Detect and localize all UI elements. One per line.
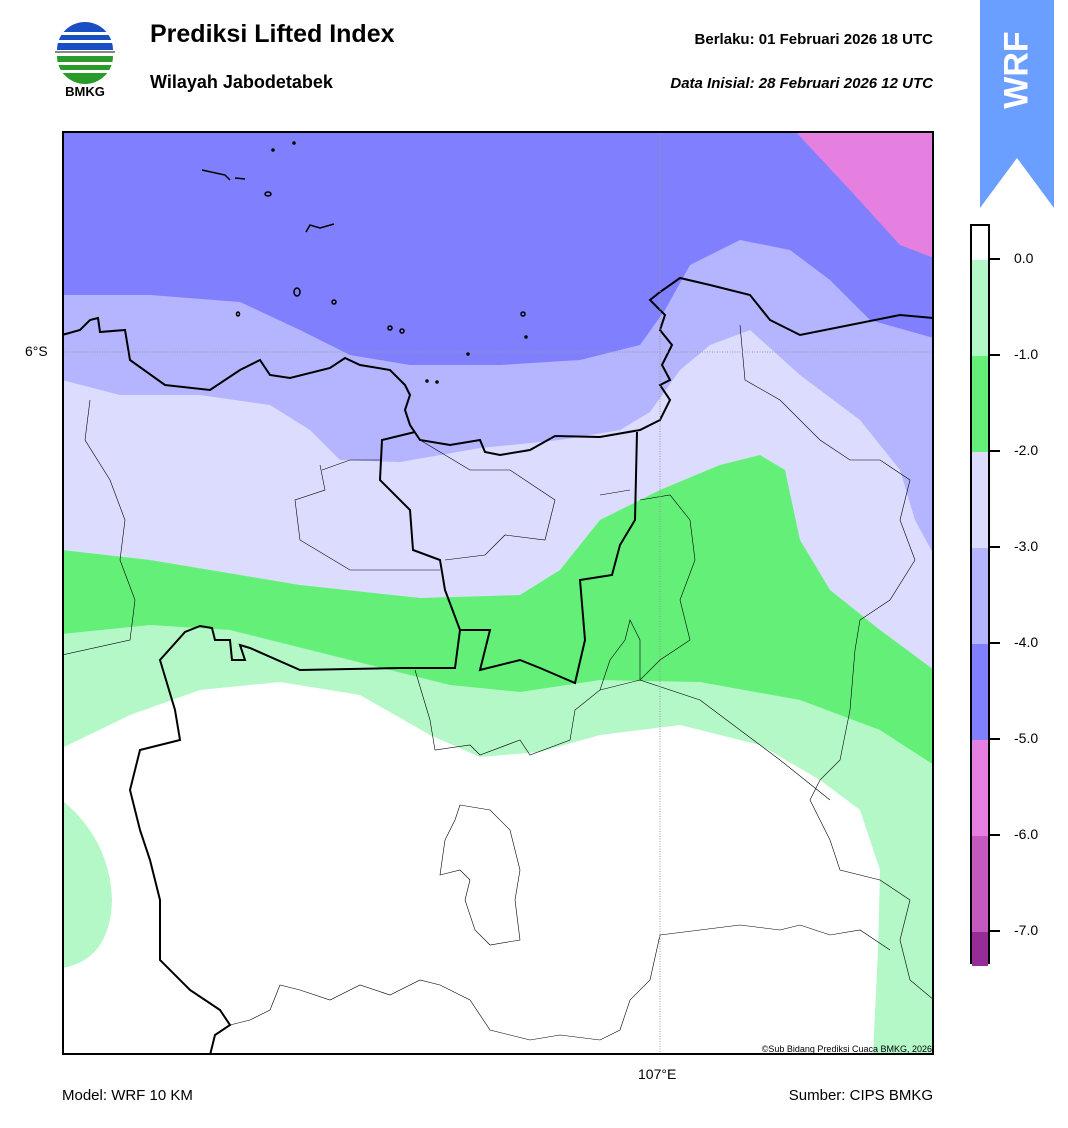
colorbar-tick-label: -7.0 — [1014, 922, 1039, 938]
colorbar-tick — [990, 930, 1000, 932]
colorbar-segment — [972, 260, 988, 356]
colorbar-segment — [972, 644, 988, 740]
colorbar-tick — [990, 450, 1000, 452]
colorbar-segment — [972, 836, 988, 932]
valid-time: Berlaku: 01 Februari 2026 18 UTC — [694, 31, 933, 48]
colorbar-segment — [972, 226, 988, 260]
coastline — [64, 276, 932, 457]
colorbar-tick-label: -4.0 — [1014, 634, 1039, 650]
bmkg-logo: BMKG — [52, 20, 118, 100]
wrf-badge-text: WRF — [997, 31, 1036, 109]
copyright-text: ©Sub Bidang Prediksi Cuaca BMKG, 2026 — [761, 1044, 932, 1054]
province-boundaries — [128, 431, 638, 1053]
colorbar — [970, 224, 990, 966]
colorbar-tick-label: -3.0 — [1014, 538, 1039, 554]
init-time: Data Inisial: 28 Februari 2026 12 UTC — [670, 75, 933, 92]
colorbar-tick-label: -6.0 — [1014, 826, 1039, 842]
colorbar-tick-label: -2.0 — [1014, 442, 1039, 458]
model-label: Model: WRF 10 KM — [62, 1087, 193, 1104]
district-boundaries — [64, 324, 932, 1041]
colorbar-tick — [990, 258, 1000, 260]
contour-minus5-to-minus6 — [796, 133, 932, 258]
map-panel — [62, 131, 934, 1055]
colorbar-tick — [990, 546, 1000, 548]
colorbar-tick — [990, 354, 1000, 356]
colorbar-segment — [972, 740, 988, 836]
colorbar-segment — [972, 356, 988, 452]
longitude-label: 107°E — [638, 1066, 677, 1082]
source-label: Sumber: CIPS BMKG — [788, 1087, 933, 1104]
islands — [201, 141, 528, 384]
colorbar-tick — [990, 642, 1000, 644]
logo-text: BMKG — [65, 84, 105, 99]
wrf-badge: WRF — [980, 0, 1054, 208]
contour-blob-0-to-minus1 — [64, 801, 112, 968]
contour-minus4-to-minus5 — [64, 133, 932, 365]
colorbar-segment — [972, 452, 988, 548]
colorbar-tick-label: -5.0 — [1014, 730, 1039, 746]
colorbar-tick — [990, 738, 1000, 740]
colorbar-segment — [972, 548, 988, 644]
page-title: Prediksi Lifted Index — [150, 20, 395, 48]
colorbar-tick-label: -1.0 — [1014, 346, 1039, 362]
colorbar-tick-label: 0.0 — [1014, 250, 1034, 266]
colorbar-segment — [972, 932, 988, 966]
region-subtitle: Wilayah Jabodetabek — [150, 72, 333, 92]
latitude-label: 6°S — [25, 343, 48, 359]
colorbar-tick — [990, 834, 1000, 836]
